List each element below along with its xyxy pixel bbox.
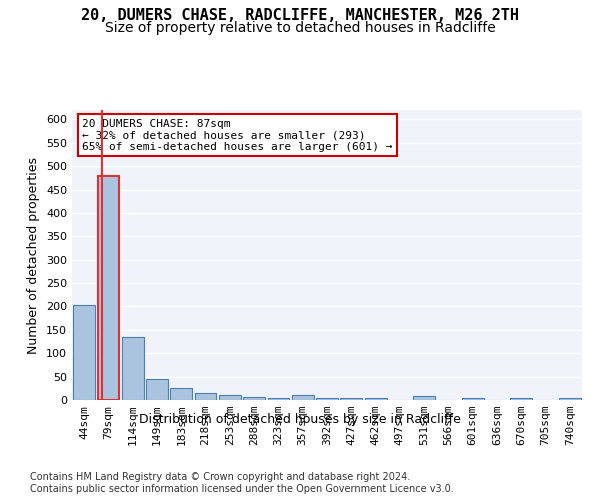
Text: Size of property relative to detached houses in Radcliffe: Size of property relative to detached ho… (104, 21, 496, 35)
Bar (97, 176, 119, 400)
Bar (146, 380, 168, 400)
Text: Contains HM Land Registry data © Crown copyright and database right 2024.: Contains HM Land Registry data © Crown c… (30, 472, 410, 482)
Bar (340, 398, 362, 400)
Bar (462, 398, 484, 400)
Bar (73, 305, 95, 400)
Text: Contains public sector information licensed under the Open Government Licence v3: Contains public sector information licen… (30, 484, 454, 494)
Bar (194, 394, 217, 400)
Bar (292, 396, 314, 400)
Bar (559, 398, 581, 400)
Bar (243, 397, 265, 400)
Bar (413, 396, 435, 400)
Text: 20, DUMERS CHASE, RADCLIFFE, MANCHESTER, M26 2TH: 20, DUMERS CHASE, RADCLIFFE, MANCHESTER,… (81, 8, 519, 22)
Text: Distribution of detached houses by size in Radcliffe: Distribution of detached houses by size … (139, 412, 461, 426)
Bar (268, 398, 289, 400)
Bar (122, 337, 143, 400)
Bar (316, 398, 338, 400)
Bar (365, 398, 386, 400)
Y-axis label: Number of detached properties: Number of detached properties (28, 156, 40, 354)
Bar (170, 388, 192, 400)
Bar (511, 398, 532, 400)
Bar (219, 395, 241, 400)
Text: 20 DUMERS CHASE: 87sqm
← 32% of detached houses are smaller (293)
65% of semi-de: 20 DUMERS CHASE: 87sqm ← 32% of detached… (82, 118, 392, 152)
